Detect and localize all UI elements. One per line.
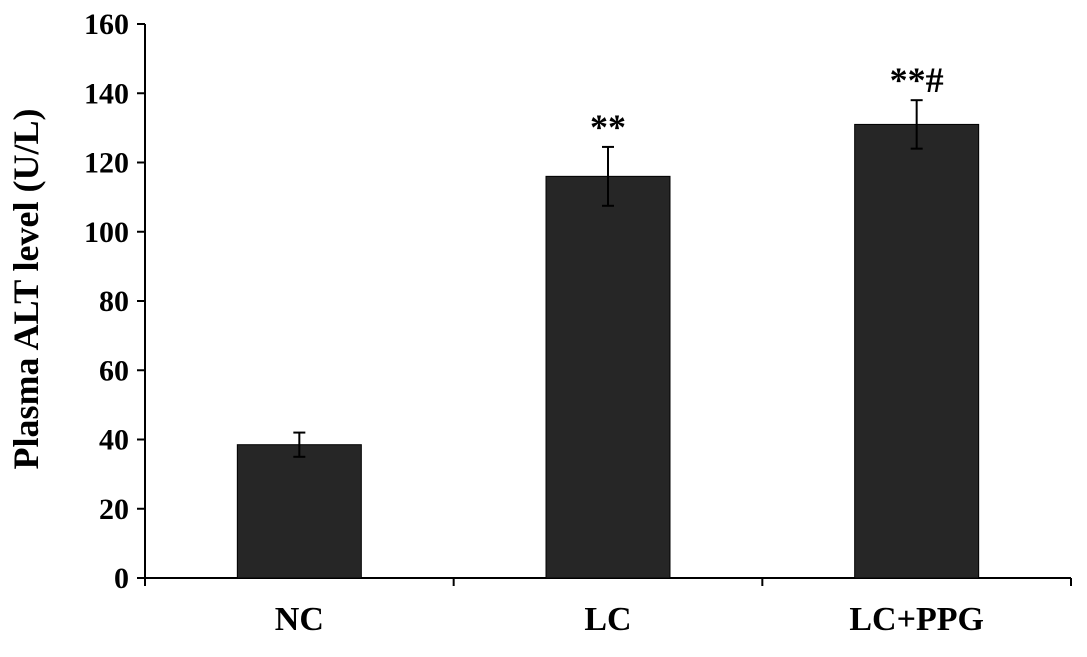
y-tick-label: 160 (84, 8, 129, 41)
bar-lc-ppg (854, 123, 980, 579)
x-tick-label: LC+PPG (849, 601, 984, 638)
bar-nc (236, 444, 362, 579)
x-tick-label: LC (584, 601, 631, 638)
y-tick-label: 120 (84, 147, 129, 180)
y-tick-label: 140 (84, 77, 129, 110)
y-tick-label: 100 (84, 216, 129, 249)
y-tick-label: 40 (99, 424, 129, 457)
x-tick-label: NC (275, 601, 324, 638)
y-axis-label: Plasma ALT level (U/L) (6, 108, 46, 469)
significance-label: ** (590, 107, 626, 147)
y-tick-label: 60 (99, 354, 129, 387)
significance-label: **# (890, 60, 944, 100)
plot-area: 0 20 40 60 80 100 120 140 160 NC LC ** LC+PPG **# (84, 8, 1072, 638)
y-tick-label: 20 (99, 493, 129, 526)
bar-lc (545, 175, 671, 579)
y-tick-label: 0 (114, 562, 129, 595)
y-tick-label: 80 (99, 285, 129, 318)
